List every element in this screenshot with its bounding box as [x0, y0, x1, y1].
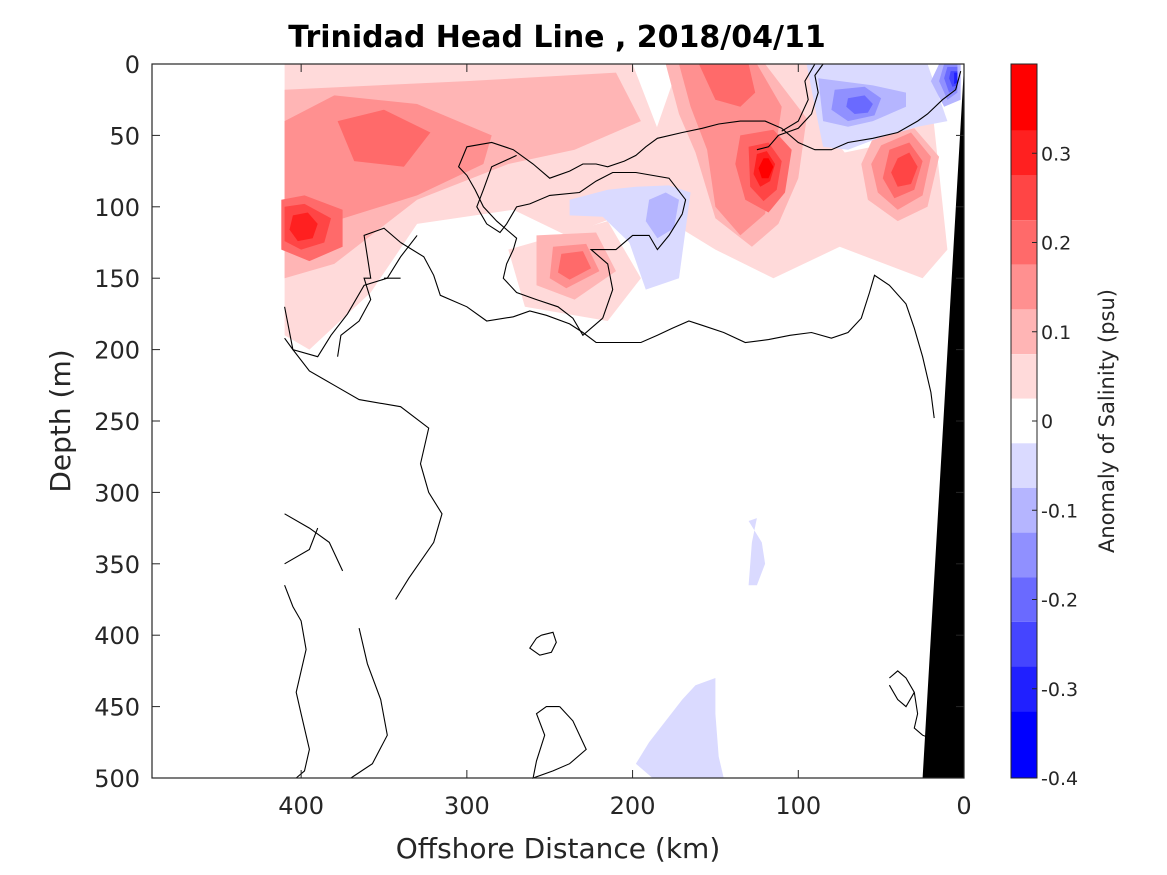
colorbar-tick-label: 0.1	[1041, 322, 1071, 344]
contour-fill	[645, 192, 679, 239]
y-tick-label: 500	[94, 765, 140, 793]
x-tick-label: 300	[444, 792, 490, 820]
zero-contour-line	[457, 70, 962, 337]
contour-fill	[635, 678, 724, 778]
y-tick-label: 100	[94, 194, 140, 222]
y-tick-label: 150	[94, 265, 140, 293]
zero-contour-line	[350, 627, 388, 779]
contour-fill	[748, 518, 766, 586]
zero-contour-line	[589, 213, 683, 319]
plot-area: 400 300 200 100 0 0 50 100 150 200 250 300 350 400 45…	[94, 51, 971, 820]
colorbar-tick-label: 0.2	[1041, 233, 1071, 255]
zero-contour-line	[284, 306, 443, 600]
y-tick-label: 0	[125, 51, 140, 79]
contour-fill	[846, 95, 873, 114]
y-tick-label: 350	[94, 551, 140, 579]
zero-contour-line	[284, 585, 310, 779]
colorbar-swatch	[1011, 64, 1037, 131]
zero-contour-line	[781, 63, 816, 132]
contour-fill	[289, 212, 318, 242]
colorbar-swatch	[1011, 621, 1037, 667]
contour-fill	[337, 109, 431, 167]
colorbar-tick-label: -0.3	[1041, 679, 1078, 701]
zero-contour-line	[529, 631, 557, 656]
x-tick-label: 400	[278, 792, 324, 820]
colorbar-tick-label: 0	[1041, 411, 1053, 433]
colorbar-swatch	[1011, 711, 1037, 778]
colorbar-swatch	[1011, 443, 1037, 488]
colorbar-tick-label: -0.4	[1041, 768, 1078, 790]
colorbar-swatch	[1011, 175, 1037, 221]
zero-contour-line	[400, 242, 935, 419]
y-axis: 0 50 100 150 200 250 300 350 400 450 500	[94, 51, 964, 793]
colorbar-swatch	[1011, 354, 1037, 399]
contour-fill	[954, 72, 958, 84]
zero-contour-line	[756, 63, 824, 151]
colorbar: 0.3 0.2 0.1 0 -0.1 -0.2 -0.3 -0.4	[1010, 63, 1078, 790]
colorbar-tick-label: 0.3	[1041, 143, 1071, 165]
y-tick-label: 400	[94, 622, 140, 650]
zero-contour-line	[284, 235, 418, 358]
y-axis-label: Depth (m)	[44, 349, 77, 492]
x-axis-label: Offshore Distance (km)	[396, 832, 721, 865]
contour-fill	[758, 158, 774, 179]
y-tick-label: 250	[94, 408, 140, 436]
anomaly-contour-fills	[281, 64, 961, 778]
zero-contour-line	[337, 227, 401, 357]
zero-contour-line	[889, 670, 941, 743]
zero-contour-line	[476, 154, 687, 234]
colorbar-label: Anomaly of Salinity (psu)	[1095, 289, 1119, 553]
zero-contour-line	[284, 513, 344, 572]
y-tick-label: 300	[94, 479, 140, 507]
zero-contour-lines	[284, 63, 962, 779]
contour-fill	[558, 251, 592, 280]
x-tick-label: 0	[956, 792, 971, 820]
contour-fill	[698, 64, 756, 107]
x-tick-label: 200	[610, 792, 656, 820]
contour-fill	[891, 152, 918, 187]
bathymetry-mask	[922, 64, 964, 778]
colorbar-tick-label: -0.2	[1041, 590, 1078, 612]
y-tick-label: 450	[94, 694, 140, 722]
zero-contour-line	[888, 684, 915, 708]
colorbar-tick-label: -0.1	[1041, 500, 1078, 522]
colorbar-swatch	[1011, 532, 1037, 578]
y-tick-label: 50	[109, 122, 140, 150]
zero-contour-line	[284, 527, 319, 565]
x-tick-label: 100	[775, 792, 821, 820]
chart-title: Trinidad Head Line , 2018/04/11	[288, 20, 825, 55]
colorbar-swatch	[1011, 264, 1037, 310]
y-tick-label: 200	[94, 337, 140, 365]
x-axis: 400 300 200 100 0	[278, 64, 972, 820]
